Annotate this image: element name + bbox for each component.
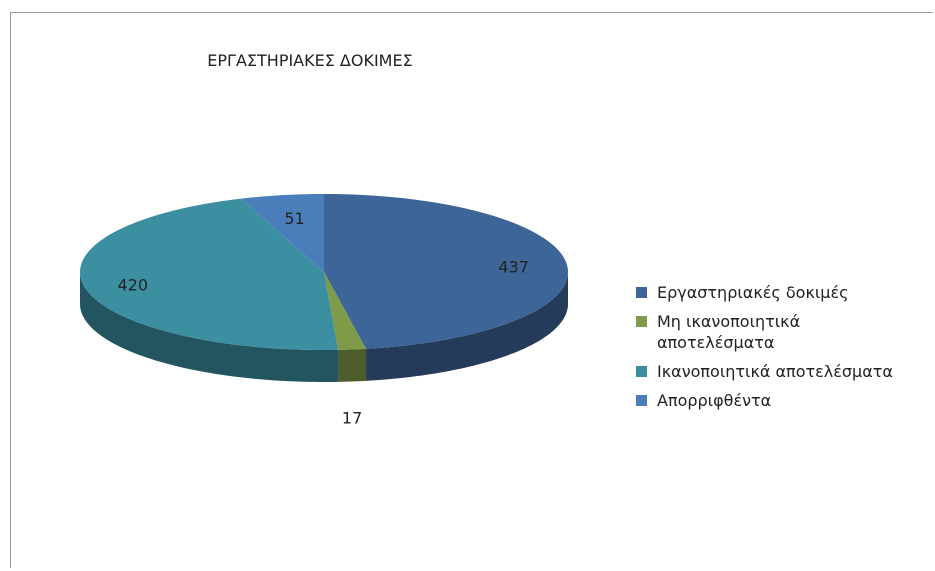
data-label: 51	[284, 209, 304, 228]
legend-item: Μη ικανοποιητικά αποτελέσματα	[636, 311, 906, 353]
pie-side	[366, 272, 568, 381]
legend-item: Ικανοποιητικά αποτελέσματα	[636, 361, 906, 382]
legend: Εργαστηριακές δοκιμές Μη ικανοποιητικά απ…	[636, 282, 906, 419]
legend-label: Ικανοποιητικά αποτελέσματα	[657, 362, 893, 381]
legend-swatch	[636, 287, 647, 298]
legend-swatch	[636, 366, 647, 377]
legend-label: Εργαστηριακές δοκιμές	[657, 283, 849, 302]
pie-side	[338, 348, 367, 382]
chart-title: ΕΡΓΑΣΤΗΡΙΑΚΕΣ ΔΟΚΙΜΕΣ	[207, 51, 412, 70]
data-label: 17	[342, 408, 362, 427]
legend-swatch	[636, 395, 647, 406]
pie-slice	[80, 198, 339, 350]
legend-label: Απορριφθέντα	[657, 391, 772, 410]
legend-label: Μη ικανοποιητικά αποτελέσματα	[657, 312, 801, 352]
chart-frame	[10, 12, 933, 568]
data-label: 437	[498, 258, 529, 277]
legend-item: Εργαστηριακές δοκιμές	[636, 282, 906, 303]
legend-swatch	[636, 316, 647, 327]
pie-slice	[324, 272, 367, 350]
data-label: 420	[117, 276, 148, 295]
pie-slice	[324, 194, 568, 349]
pie-side	[80, 272, 339, 382]
legend-item: Απορριφθέντα	[636, 390, 906, 411]
pie-slice	[241, 194, 324, 272]
